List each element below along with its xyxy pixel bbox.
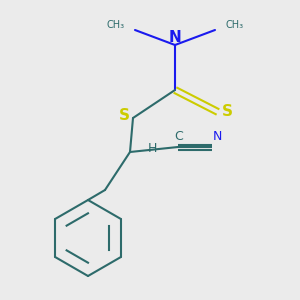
Text: CH₃: CH₃ <box>225 20 243 30</box>
Text: H: H <box>147 142 157 155</box>
Text: S: S <box>221 103 233 118</box>
Text: CH₃: CH₃ <box>107 20 125 30</box>
Text: N: N <box>212 130 222 143</box>
Text: N: N <box>169 29 182 44</box>
Text: C: C <box>175 130 183 143</box>
Text: S: S <box>118 109 130 124</box>
